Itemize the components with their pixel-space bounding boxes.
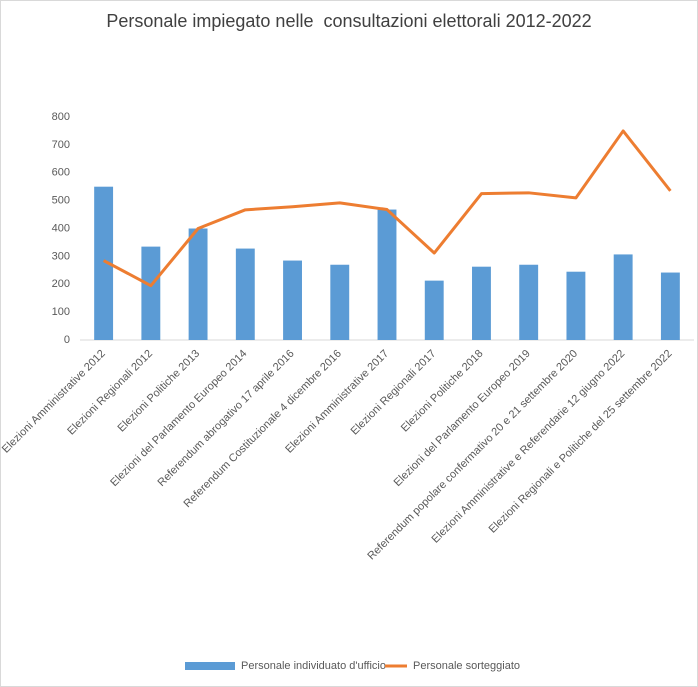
bar — [377, 209, 397, 340]
bar — [519, 264, 539, 340]
chart-title: Personale impiegato nelle consultazioni … — [106, 11, 591, 31]
bar — [613, 254, 633, 340]
line — [102, 129, 672, 288]
y-tick-label: 400 — [52, 222, 70, 234]
bar — [660, 272, 680, 340]
y-tick-label: 600 — [52, 167, 70, 179]
bar — [94, 186, 114, 340]
bar — [424, 280, 444, 340]
legend-label: Personale sorteggiato — [413, 660, 520, 672]
legend-swatch — [185, 662, 235, 670]
y-tick-label: 700 — [52, 139, 70, 151]
y-tick-label: 300 — [52, 250, 70, 262]
bar — [330, 264, 350, 340]
bar — [566, 271, 586, 340]
y-tick-label: 100 — [52, 306, 70, 318]
y-tick-label: 200 — [52, 278, 70, 290]
y-tick-label: 800 — [52, 111, 70, 123]
y-tick-label: 0 — [64, 334, 70, 346]
y-tick-label: 500 — [52, 195, 70, 207]
bar — [283, 260, 302, 340]
legend-label: Personale individuato d'ufficio — [241, 660, 386, 672]
bar — [188, 228, 208, 340]
bar — [235, 248, 255, 340]
bar — [472, 266, 491, 340]
bar — [141, 246, 161, 340]
